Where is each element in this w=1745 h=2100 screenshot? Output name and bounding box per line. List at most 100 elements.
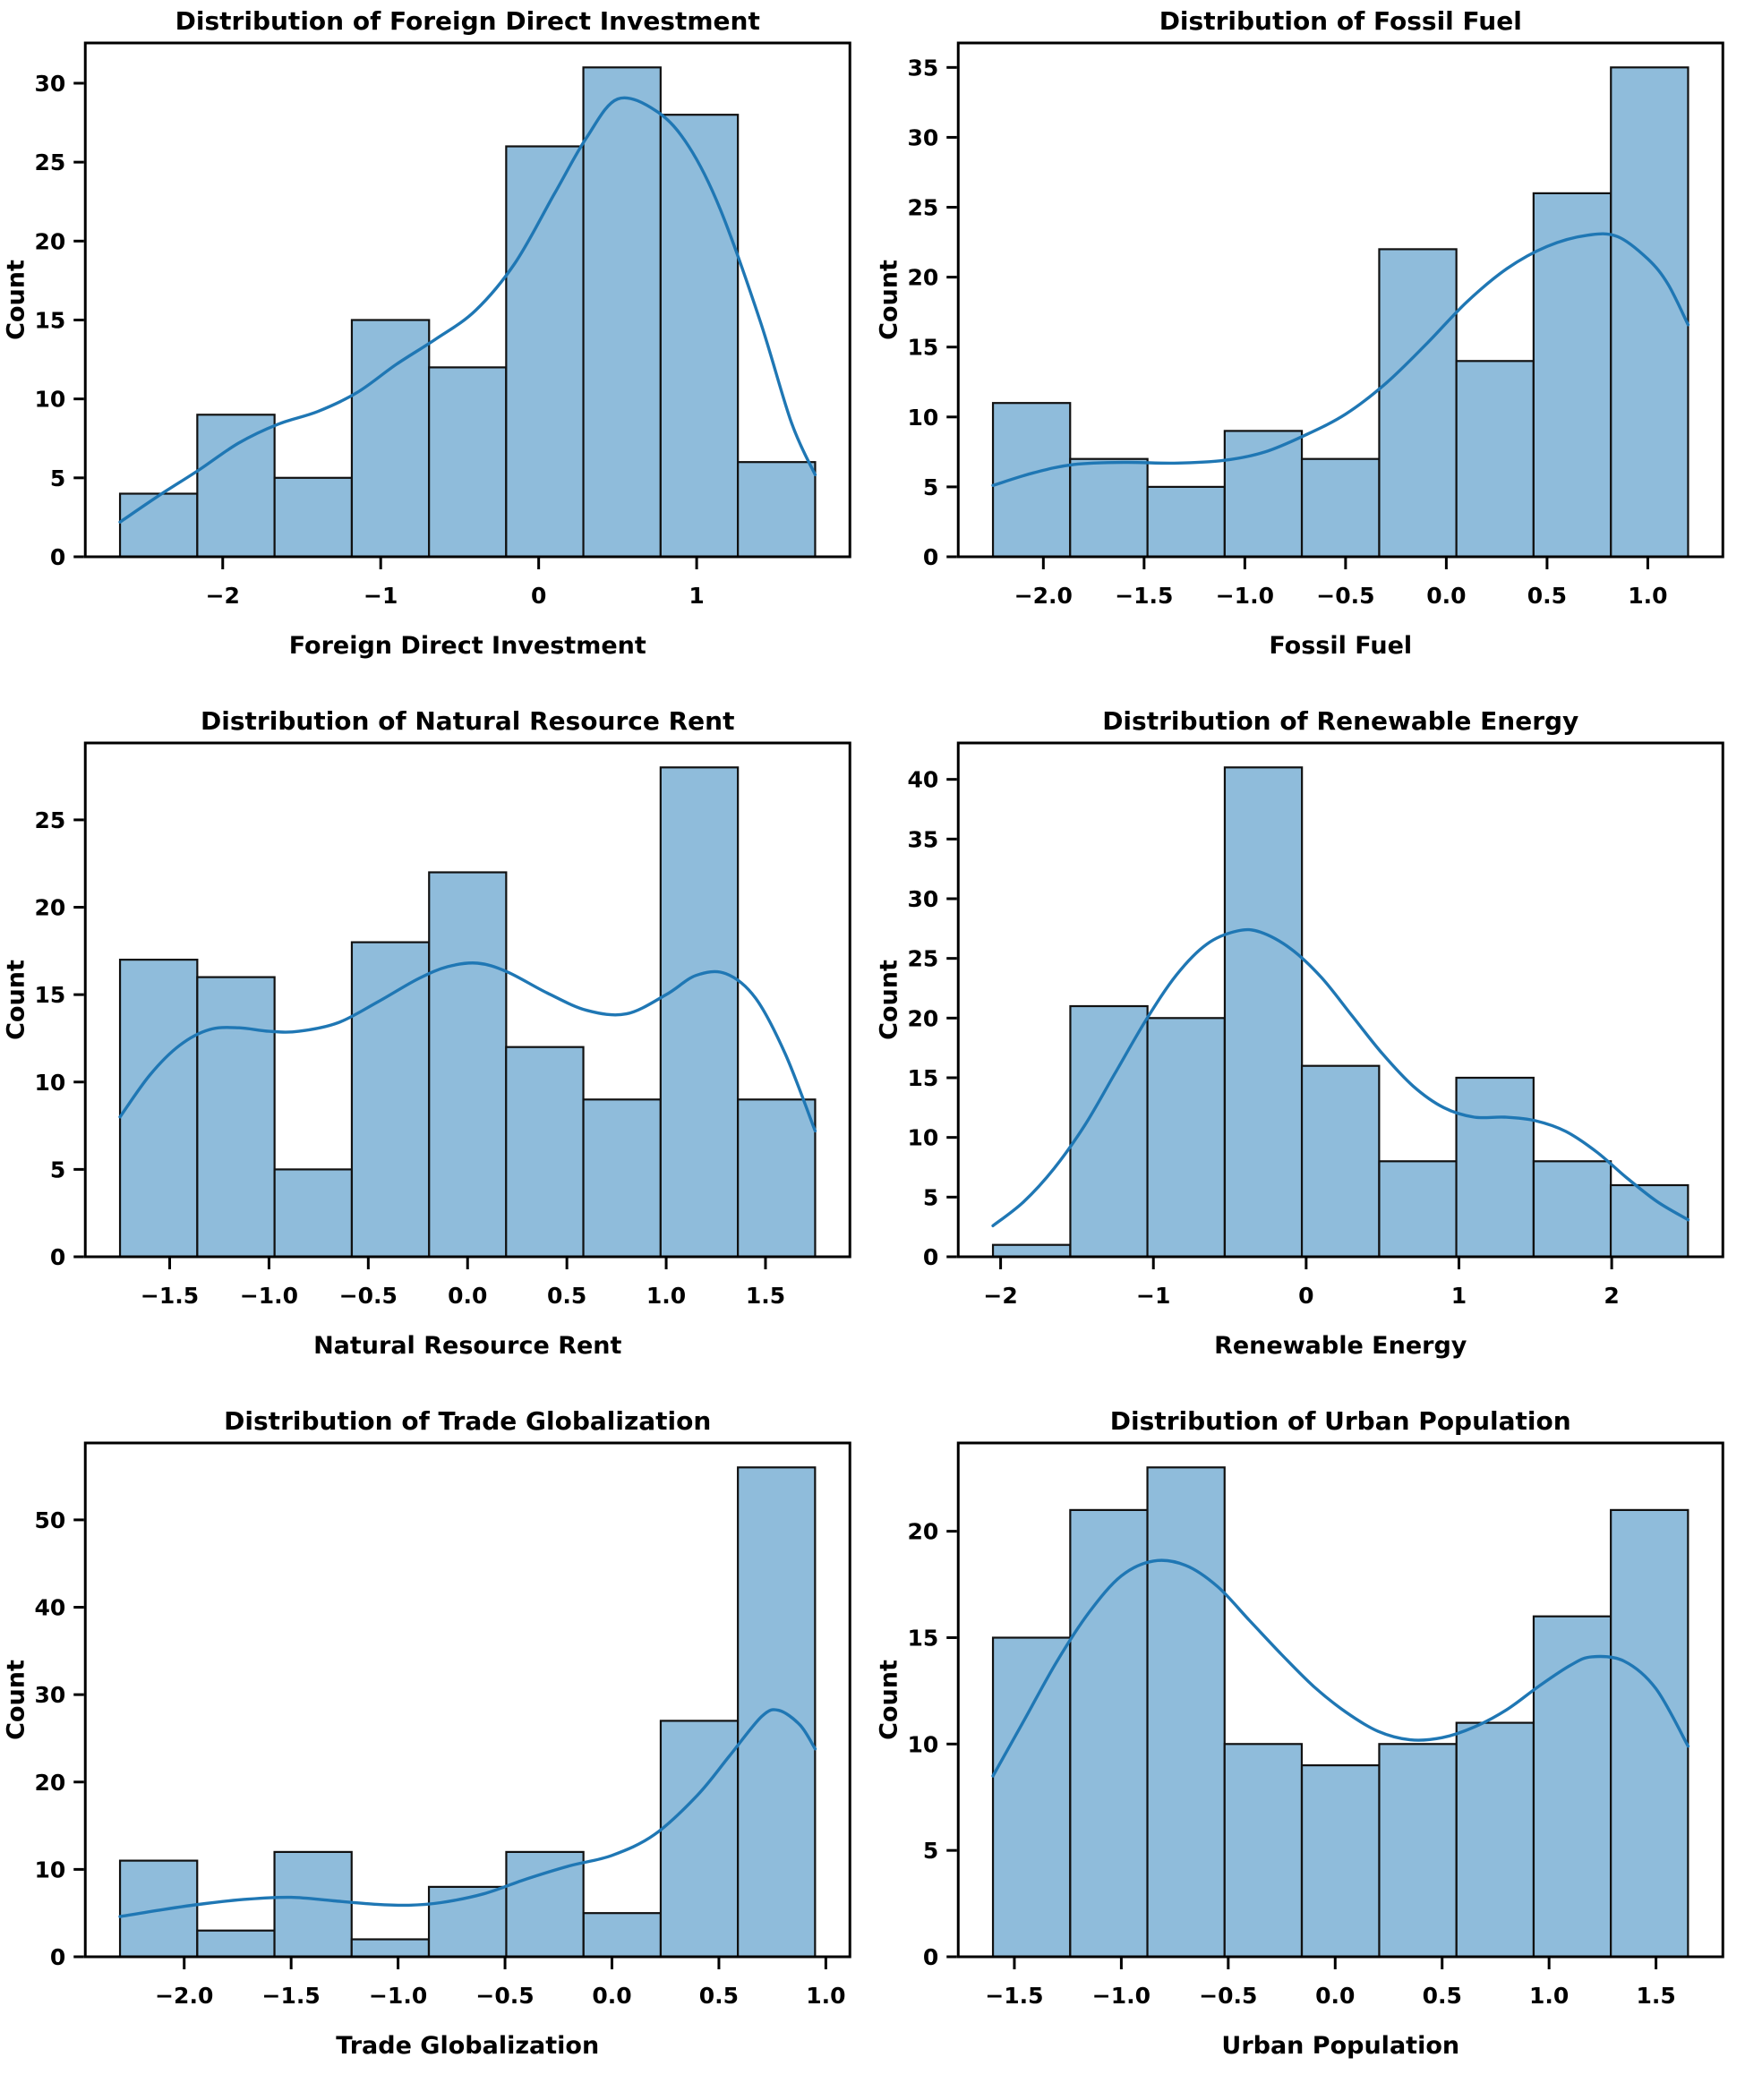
y-tick-label: 20	[34, 1770, 65, 1796]
y-tick-label: 25	[907, 195, 938, 221]
axes-spines	[83, 741, 851, 1259]
x-tick-label: 1.0	[646, 1283, 686, 1309]
histogram-bar	[1300, 457, 1381, 558]
y-tick-label: 15	[907, 1625, 938, 1651]
histogram-bar	[1454, 1076, 1535, 1258]
histogram-bar	[196, 414, 276, 558]
y-tick-label: 10	[34, 1070, 65, 1096]
axes-spines	[956, 41, 1724, 559]
histogram-bar	[1532, 1615, 1612, 1958]
histogram-bar	[659, 766, 740, 1258]
y-tick-label: 5	[50, 465, 65, 491]
axes-spines	[83, 41, 851, 559]
y-tick-label: 10	[34, 1857, 65, 1882]
x-tick-label: −2.0	[155, 1983, 213, 2009]
y-tick-label: 50	[34, 1507, 65, 1533]
histogram-bar	[273, 476, 354, 558]
y-tick-label: 5	[50, 1157, 65, 1182]
x-tick-label: 1.5	[1636, 1983, 1675, 2009]
x-tick-label: 0	[1298, 1283, 1313, 1309]
y-tick-label: 35	[907, 55, 938, 81]
y-tick-label: 30	[907, 124, 938, 150]
y-tick-label: 40	[907, 767, 938, 793]
bars-group	[991, 66, 1689, 558]
bars-group	[118, 766, 817, 1258]
x-tick-label: 0.5	[547, 1283, 586, 1309]
chart-title: Distribution of Fossil Fuel	[1159, 6, 1521, 36]
chart-urban-population: −1.5 −1.0 −0.5 0.0 0.5 1.0 1.5 0 5 10 15 20 Distribu…	[875, 1406, 1724, 2060]
y-tick-label: 5	[922, 474, 937, 500]
x-tick-label: −0.5	[1199, 1983, 1257, 2009]
y-axis-label: Count	[875, 1660, 902, 1740]
y-tick-label: 0	[50, 1244, 65, 1270]
chart-title: Distribution of Urban Population	[1109, 1406, 1570, 1436]
x-axis-label: Natural Resource Rent	[313, 1332, 621, 1360]
chart-title: Distribution of Trade Globalization	[224, 1406, 711, 1436]
kde-curve	[990, 232, 1689, 487]
kde-curve	[118, 961, 817, 1133]
x-tick-label: −1.0	[1215, 583, 1273, 609]
kde-curve	[118, 1708, 817, 1918]
x-tick-label: −1.5	[985, 1983, 1043, 2009]
y-tick-label: 20	[34, 895, 65, 921]
x-tick-label: 1.0	[1628, 583, 1667, 609]
y-axis-label: Count	[875, 960, 902, 1040]
x-tick-label: −1	[1136, 1283, 1170, 1309]
x-tick-label: −1.5	[141, 1283, 199, 1309]
x-tick-label: 0.0	[592, 1983, 631, 2009]
y-tick-label: 30	[907, 886, 938, 912]
y-tick-label: 0	[922, 544, 937, 570]
bars-group	[991, 1466, 1689, 1958]
x-tick-label: 2	[1604, 1283, 1619, 1309]
kde-curve	[990, 1558, 1689, 1778]
x-tick-label: 1	[689, 583, 704, 609]
y-tick-label: 20	[907, 1519, 938, 1545]
y-tick-label: 25	[34, 149, 65, 175]
y-tick-label: 5	[922, 1184, 937, 1210]
x-tick-label: −1.5	[262, 1983, 321, 2009]
histogram-bar	[1223, 766, 1303, 1258]
histogram-bar	[582, 1912, 663, 1958]
chart-title: Distribution of Renewable Energy	[1102, 706, 1578, 736]
chart-natural-resource-rent: −1.5 −1.0 −0.5 0.0 0.5 1.0 1.5 0 5 10 15 20 25 Distri…	[2, 706, 851, 1360]
histogram-bar	[1068, 1004, 1149, 1258]
histogram-bar	[582, 66, 662, 558]
axes-spines	[83, 1441, 851, 1959]
subplot-trade-globalization: −2.0 −1.5 −1.0 −0.5 0.0 0.5 1.0 0 10 20 30 40 50 Dist…	[0, 1400, 873, 2100]
histogram-bar	[273, 1168, 354, 1258]
histogram-bar	[118, 492, 199, 558]
x-axis-label: Fossil Fuel	[1269, 632, 1412, 660]
x-tick-label: −1.0	[240, 1283, 298, 1309]
histogram-bar	[991, 402, 1071, 558]
y-tick-label: 15	[907, 1065, 938, 1091]
histogram-bar	[118, 959, 199, 1258]
histogram-bar	[991, 1636, 1071, 1958]
x-tick-label: 0.5	[1422, 1983, 1461, 2009]
bars-group	[118, 1466, 817, 1958]
histogram-bar	[737, 461, 817, 558]
y-tick-label: 15	[907, 335, 938, 361]
histogram-bar	[1455, 1721, 1535, 1958]
histogram-bar	[1145, 1466, 1226, 1958]
x-tick-label: −0.5	[339, 1283, 398, 1309]
bars-group	[118, 66, 817, 558]
histogram-bar	[196, 976, 276, 1258]
histogram-bar	[428, 366, 508, 558]
histogram-bar	[991, 1243, 1071, 1258]
histogram-bar	[1455, 360, 1535, 558]
chart-title: Distribution of Natural Resource Rent	[201, 706, 734, 736]
y-tick-label: 30	[34, 1682, 65, 1708]
y-tick-label: 20	[907, 265, 938, 291]
histogram-bar	[505, 145, 585, 558]
histogram-bar	[1068, 457, 1149, 558]
kde-curve	[118, 96, 817, 524]
x-tick-label: 1	[1450, 1283, 1466, 1309]
x-tick-label: 0	[531, 583, 546, 609]
histogram-bar	[659, 1720, 740, 1958]
x-axis-label: Renewable Energy	[1214, 1332, 1467, 1360]
histogram-bar	[1609, 1508, 1689, 1958]
y-tick-label: 20	[34, 228, 65, 254]
